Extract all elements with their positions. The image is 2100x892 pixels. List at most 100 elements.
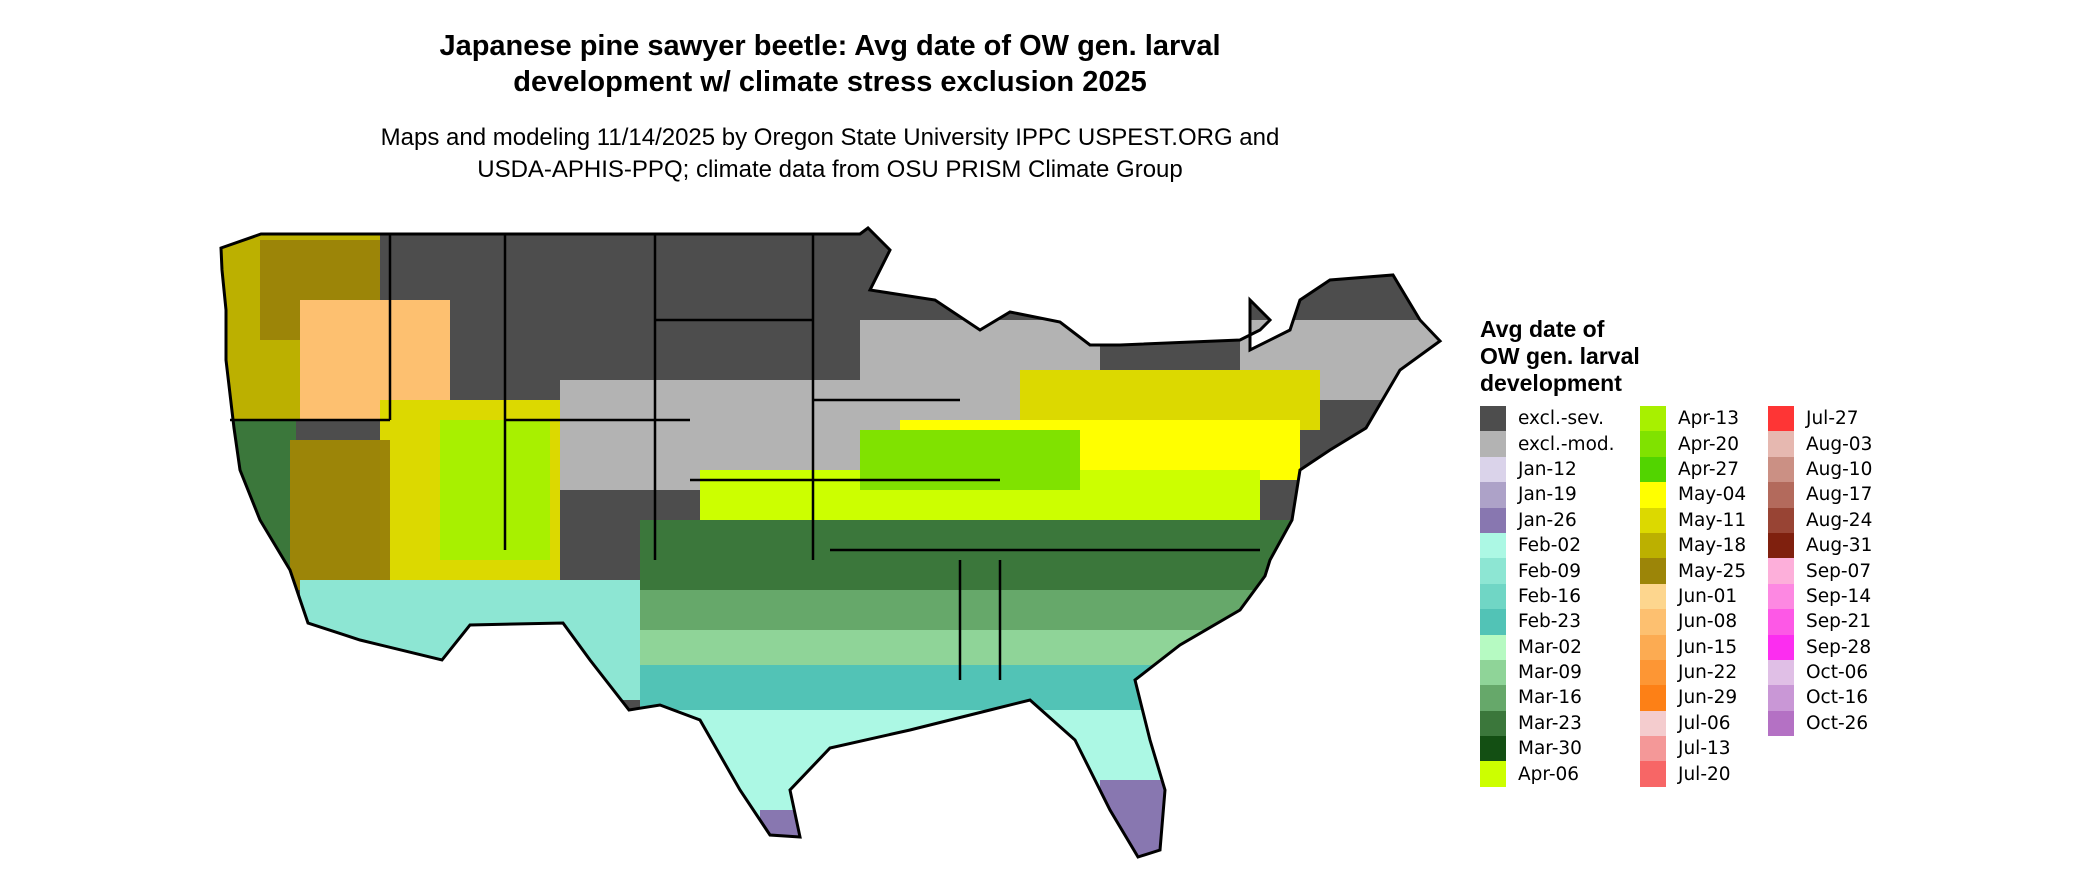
legend-title-line-1: Avg date of xyxy=(1480,316,1605,342)
legend-item: Jul-27 xyxy=(1768,406,1872,432)
legend-label: Mar-23 xyxy=(1518,712,1582,734)
legend-swatch xyxy=(1768,482,1794,508)
legend-item: Apr-13 xyxy=(1640,406,1746,432)
legend-item: May-25 xyxy=(1640,558,1747,584)
legend-item: excl.-sev. xyxy=(1480,406,1615,432)
legend-item: May-11 xyxy=(1640,507,1747,533)
legend-label: Aug-10 xyxy=(1806,458,1873,480)
legend-label: Feb-16 xyxy=(1518,585,1581,607)
legend-item: Feb-16 xyxy=(1480,583,1615,610)
legend-label: excl.-mod. xyxy=(1518,433,1615,455)
legend-label: May-18 xyxy=(1678,535,1747,557)
legend-swatch xyxy=(1768,710,1794,737)
legend-item: Apr-06 xyxy=(1480,761,1615,787)
legend-swatch xyxy=(1768,456,1794,483)
legend-label: Mar-02 xyxy=(1518,636,1582,658)
legend-item: Oct-06 xyxy=(1768,659,1872,686)
legend-label: Sep-14 xyxy=(1806,585,1872,607)
legend-item: Aug-24 xyxy=(1768,507,1873,533)
legend-label: Apr-13 xyxy=(1678,408,1740,430)
legend-swatch xyxy=(1480,406,1506,432)
title-line-1: Japanese pine sawyer beetle: Avg date of… xyxy=(439,30,1221,62)
legend-item: Sep-07 xyxy=(1768,558,1872,584)
legend-label: Jul-13 xyxy=(1678,738,1731,760)
legend-swatch xyxy=(1640,710,1666,737)
legend-swatch xyxy=(1768,609,1794,635)
legend-swatch xyxy=(1640,634,1666,660)
legend-label: Jul-27 xyxy=(1806,408,1859,430)
legend-swatch xyxy=(1768,507,1794,533)
legend-item: Mar-02 xyxy=(1480,634,1615,660)
legend-label: Aug-24 xyxy=(1806,509,1873,531)
legend-item: Jul-06 xyxy=(1640,710,1746,737)
legend-swatch xyxy=(1480,532,1506,559)
legend-label: Mar-09 xyxy=(1518,662,1582,684)
legend-swatch xyxy=(1640,482,1666,508)
legend-label: Apr-06 xyxy=(1518,763,1580,785)
legend-label: Jun-22 xyxy=(1678,662,1738,684)
legend-swatch xyxy=(1640,609,1666,635)
us-outline xyxy=(219,226,1443,859)
legend-swatch xyxy=(1480,583,1506,610)
legend-label: Jun-15 xyxy=(1678,636,1738,658)
legend-item: Jun-22 xyxy=(1640,659,1746,686)
legend-title-line-3: development xyxy=(1480,370,1622,396)
legend-item: Mar-16 xyxy=(1480,685,1615,711)
legend-item: Sep-14 xyxy=(1768,583,1872,610)
legend-label: Apr-27 xyxy=(1678,458,1740,480)
legend-swatch xyxy=(1640,507,1666,533)
subtitle-line-2: USDA-APHIS-PPQ; climate data from OSU PR… xyxy=(477,156,1183,183)
legend-swatch xyxy=(1768,634,1794,660)
legend-swatch xyxy=(1480,482,1506,508)
legend-item: Aug-03 xyxy=(1768,431,1872,457)
legend-item: Jun-08 xyxy=(1640,609,1746,635)
legend-label: Sep-21 xyxy=(1806,611,1872,633)
legend-swatch xyxy=(1768,659,1794,686)
legend-swatch xyxy=(1480,431,1506,457)
legend-item: Mar-09 xyxy=(1480,659,1615,686)
legend-item: Jun-01 xyxy=(1640,583,1746,610)
legend-item: Mar-30 xyxy=(1480,736,1615,762)
legend-item: Jan-19 xyxy=(1480,482,1615,508)
legend-label: Jun-08 xyxy=(1678,611,1738,633)
legend-swatch xyxy=(1640,532,1666,559)
legend-label: Jan-26 xyxy=(1518,509,1577,531)
legend-item: Feb-02 xyxy=(1480,532,1615,559)
legend-item: May-04 xyxy=(1640,482,1746,508)
legend-item: Apr-27 xyxy=(1640,456,1746,483)
legend-label: excl.-sev. xyxy=(1518,408,1604,430)
legend-swatch xyxy=(1640,431,1666,457)
legend-swatch xyxy=(1480,456,1506,483)
legend-item: Feb-23 xyxy=(1480,609,1615,635)
subtitle-line-1: Maps and modeling 11/14/2025 by Oregon S… xyxy=(380,124,1280,151)
legend-title: Avg date of OW gen. larval development xyxy=(1480,316,1720,397)
legend-swatch xyxy=(1640,736,1666,762)
legend-label: Mar-30 xyxy=(1518,738,1582,760)
legend-item: excl.-mod. xyxy=(1480,431,1615,457)
legend-swatch xyxy=(1768,583,1794,610)
legend-swatch xyxy=(1768,431,1794,457)
legend-swatch xyxy=(1640,659,1666,686)
legend-label: Jun-01 xyxy=(1678,585,1738,607)
legend-label: Sep-28 xyxy=(1806,636,1872,658)
legend-swatch xyxy=(1768,685,1794,711)
legend-swatch xyxy=(1640,558,1666,584)
legend-swatch xyxy=(1768,406,1794,432)
legend-label: May-11 xyxy=(1678,509,1747,531)
legend-column-1: excl.-sev. excl.-mod. Jan-12 Jan-19 Jan-26 Fe… xyxy=(1480,406,1615,787)
legend-label: Oct-26 xyxy=(1806,712,1869,734)
legend-label: Jan-12 xyxy=(1518,458,1577,480)
legend-swatch xyxy=(1480,609,1506,635)
legend-item: Jan-26 xyxy=(1480,507,1615,533)
legend-swatch xyxy=(1480,507,1506,533)
legend-label: Apr-20 xyxy=(1678,433,1740,455)
legend-label: Oct-06 xyxy=(1806,662,1869,684)
legend-column-2: Apr-13 Apr-20 Apr-27 May-04 May-11 May-18 May-… xyxy=(1640,406,1746,787)
legend-label: Aug-17 xyxy=(1806,484,1873,506)
legend-label: May-25 xyxy=(1678,560,1747,582)
legend-swatch xyxy=(1480,736,1506,762)
legend-label: Mar-16 xyxy=(1518,687,1582,709)
legend-item: Mar-23 xyxy=(1480,710,1615,737)
legend-item: Jun-29 xyxy=(1640,685,1746,711)
legend-swatch xyxy=(1640,456,1666,483)
